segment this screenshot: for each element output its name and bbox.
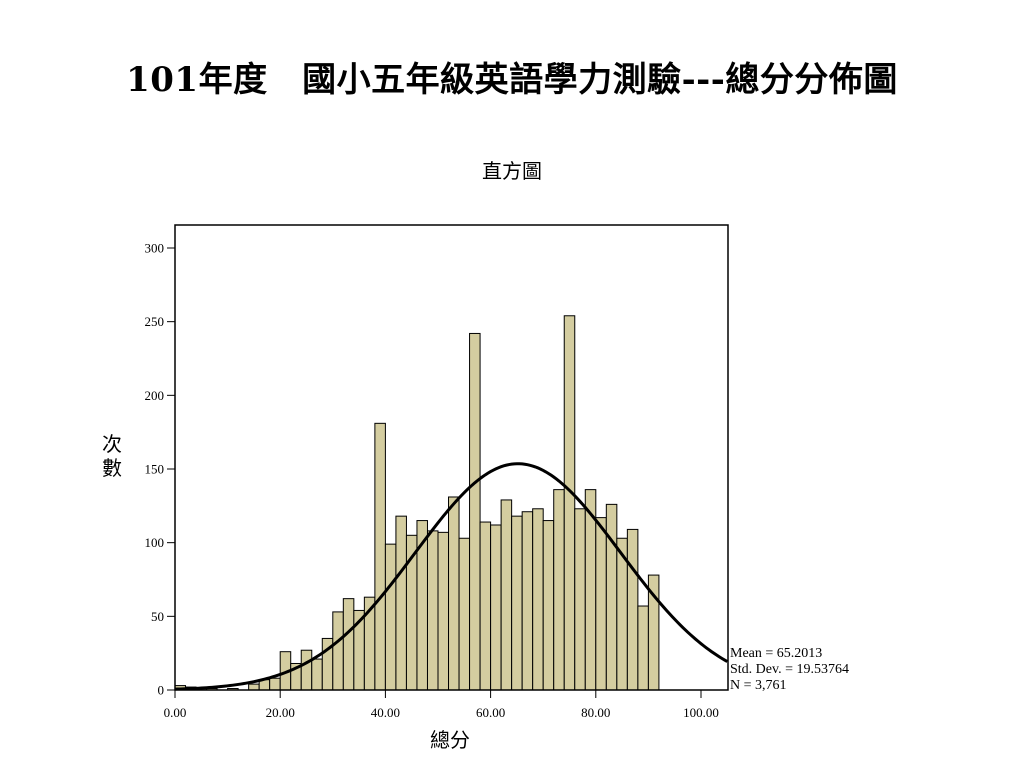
bars-group — [174, 315, 660, 691]
histogram-bar — [311, 658, 323, 691]
histogram-bar — [332, 611, 344, 691]
x-tick-label: 40.00 — [371, 705, 400, 720]
normal-curve — [174, 462, 729, 691]
histogram-bar — [500, 499, 513, 691]
stats-std-dev: Std. Dev. = 19.53764 — [730, 662, 849, 677]
stats-mean: Mean = 65.2013 — [730, 646, 823, 661]
histogram-bar — [553, 489, 565, 691]
stats-box: Mean = 65.2013 Std. Dev. = 19.53764 N = … — [730, 646, 849, 694]
histogram-bar — [384, 543, 397, 691]
x-tick-label: 80.00 — [581, 705, 610, 720]
histogram-bar — [374, 422, 386, 691]
y-tick-label: 100 — [145, 535, 165, 550]
histogram-bar — [563, 315, 576, 691]
x-tick-label: 0.00 — [164, 705, 187, 720]
histogram-bar — [626, 528, 639, 691]
histogram-bar — [479, 521, 492, 691]
histogram-bar — [605, 503, 618, 691]
histogram-bar — [426, 530, 439, 691]
histogram-bar — [448, 496, 460, 691]
y-axis-label: 次數 — [102, 432, 122, 480]
x-axis-label: 總分 — [430, 728, 470, 752]
y-tick-label: 300 — [145, 241, 165, 256]
histogram-bar — [458, 537, 471, 691]
stats-n: N = 3,761 — [730, 678, 787, 693]
histogram-bar — [437, 531, 450, 691]
histogram-bar — [637, 605, 649, 691]
histogram-bar — [269, 677, 281, 691]
histogram-bar — [595, 517, 607, 691]
histogram-bar — [542, 520, 555, 691]
x-tick-label: 60.00 — [476, 705, 505, 720]
x-tick-label: 20.00 — [266, 705, 295, 720]
x-tick-label: 100.00 — [683, 705, 719, 720]
histogram-bar — [248, 683, 260, 691]
histogram-bar — [469, 332, 481, 691]
y-axis-ticks: 0 50 100 150 200 250 300 — [145, 241, 175, 698]
y-tick-label: 50 — [151, 609, 164, 624]
y-tick-label: 250 — [145, 314, 165, 329]
y-tick-label: 150 — [145, 462, 165, 477]
histogram-bar — [574, 508, 586, 691]
y-tick-label: 0 — [158, 683, 165, 698]
histogram-bar — [490, 524, 502, 691]
histogram-bar — [521, 511, 534, 691]
normal-curve-group — [174, 462, 729, 691]
y-tick-label: 200 — [145, 388, 165, 403]
x-axis-ticks: 0.00 20.00 40.00 60.00 80.00 100.00 — [164, 690, 719, 720]
histogram-bar — [342, 598, 355, 691]
histogram-bar — [511, 515, 523, 691]
histogram-bar — [395, 515, 407, 691]
histogram-bar — [532, 508, 544, 691]
chart-title: 直方圖 — [482, 159, 542, 183]
histogram-bar — [300, 649, 313, 691]
plot-frame — [174, 224, 729, 691]
slide-title: 101年度 國小五年級英語學力測驗---總分分佈圖 — [126, 60, 898, 100]
